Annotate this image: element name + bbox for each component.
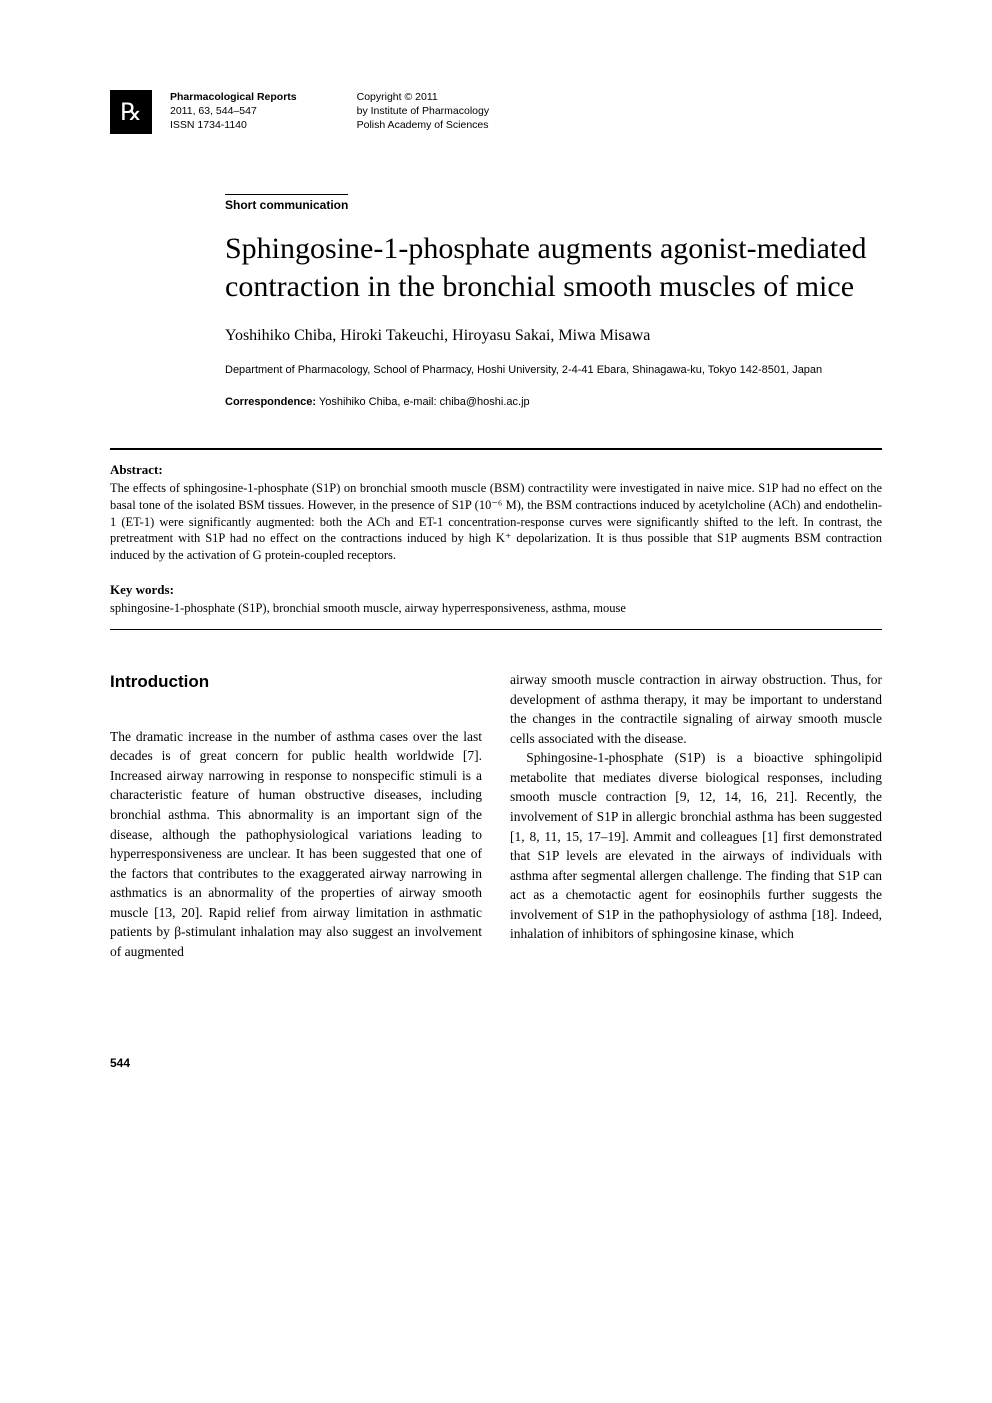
column-left: Introduction The dramatic increase in th…: [110, 670, 482, 961]
section-label: Short communication: [225, 194, 348, 212]
journal-meta: Pharmacological Reports 2011, 63, 544–54…: [170, 90, 297, 134]
body-paragraph: Sphingosine-1-phosphate (S1P) is a bioac…: [510, 748, 882, 944]
journal-header: ℞ Pharmacological Reports 2011, 63, 544–…: [110, 90, 882, 134]
page-number: 544: [110, 1056, 130, 1070]
header-columns: Pharmacological Reports 2011, 63, 544–54…: [170, 90, 489, 134]
academy-line: Polish Academy of Sciences: [357, 118, 490, 132]
column-right: airway smooth muscle contraction in airw…: [510, 670, 882, 961]
copyright-line: Copyright © 2011: [357, 90, 490, 104]
body-columns: Introduction The dramatic increase in th…: [110, 670, 882, 961]
body-paragraph: airway smooth muscle contraction in airw…: [510, 670, 882, 748]
journal-issn: ISSN 1734-1140: [170, 118, 297, 132]
introduction-heading: Introduction: [110, 670, 482, 695]
abstract-text: The effects of sphingosine-1-phosphate (…: [110, 480, 882, 564]
correspondence-text: Yoshihiko Chiba, e-mail: chiba@hoshi.ac.…: [316, 396, 530, 408]
affiliation: Department of Pharmacology, School of Ph…: [225, 363, 882, 378]
correspondence-label: Correspondence:: [225, 396, 316, 408]
divider-top: [110, 448, 882, 450]
body-paragraph: The dramatic increase in the number of a…: [110, 727, 482, 962]
publisher-line: by Institute of Pharmacology: [357, 104, 490, 118]
journal-name: Pharmacological Reports: [170, 90, 297, 104]
divider-bottom: [110, 629, 882, 630]
keywords-block: Key words: sphingosine-1-phosphate (S1P)…: [110, 582, 882, 617]
abstract-block: Abstract: The effects of sphingosine-1-p…: [110, 462, 882, 564]
author-list: Yoshihiko Chiba, Hiroki Takeuchi, Hiroya…: [225, 327, 882, 345]
abstract-label: Abstract:: [110, 462, 882, 478]
copyright-meta: Copyright © 2011 by Institute of Pharmac…: [357, 90, 490, 134]
keywords-label: Key words:: [110, 582, 882, 598]
logo-glyph: ℞: [120, 98, 142, 127]
keywords-text: sphingosine-1-phosphate (S1P), bronchial…: [110, 600, 882, 617]
journal-issue: 2011, 63, 544–547: [170, 104, 297, 118]
correspondence: Correspondence: Yoshihiko Chiba, e-mail:…: [225, 396, 882, 408]
article-title: Sphingosine-1-phosphate augments agonist…: [225, 230, 882, 305]
journal-logo: ℞: [110, 90, 152, 134]
